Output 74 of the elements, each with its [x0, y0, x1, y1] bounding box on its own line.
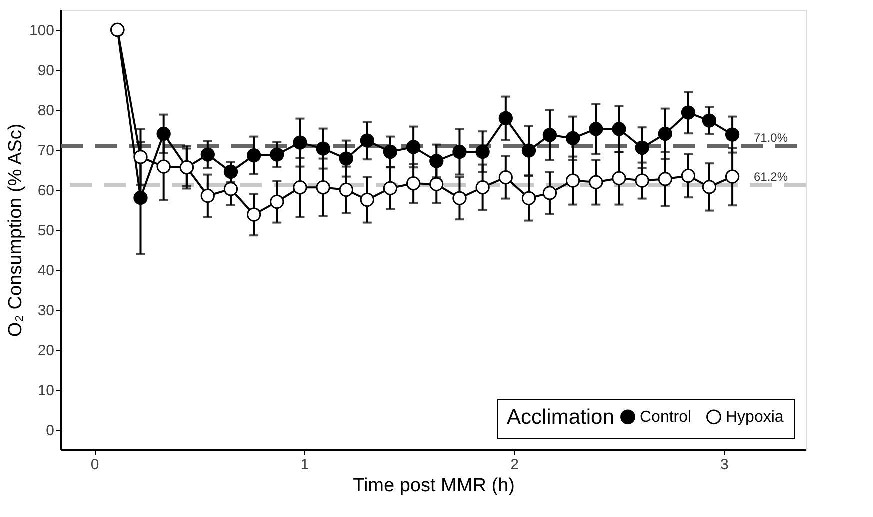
point [476, 180, 490, 195]
point [702, 180, 717, 194]
point [224, 164, 238, 180]
y-tick-label: 90 [38, 62, 54, 80]
point [134, 190, 148, 206]
point [224, 182, 238, 196]
point [612, 171, 626, 186]
point [658, 172, 672, 186]
y-tick-label: 80 [38, 102, 54, 120]
x-tick-label: 0 [90, 456, 100, 474]
point [635, 140, 650, 156]
point [246, 148, 262, 163]
point [430, 177, 444, 192]
point [725, 170, 740, 184]
y-tick-label: 10 [38, 382, 54, 400]
point [681, 168, 696, 184]
point [589, 175, 604, 190]
ref-line-label: 61.2% [754, 170, 788, 184]
point [566, 174, 580, 188]
point [293, 136, 308, 150]
point [339, 152, 354, 166]
point [316, 142, 330, 156]
point [200, 148, 215, 162]
x-tick-label: 1 [300, 456, 310, 474]
point [360, 134, 374, 148]
point [702, 114, 717, 128]
point [566, 131, 580, 146]
y-tick-label: 40 [38, 262, 54, 280]
point [134, 150, 148, 164]
point [293, 180, 308, 195]
y-tick-label: 100 [29, 22, 54, 40]
legend-label: Hypoxia [726, 409, 784, 426]
point [383, 181, 398, 196]
y-tick-label: 50 [38, 222, 54, 240]
point [200, 188, 215, 204]
point [522, 191, 536, 206]
point [406, 140, 421, 154]
point [498, 170, 513, 185]
y-axis-title: O₂ Consumption (% ASc) [5, 124, 26, 338]
point [270, 194, 284, 210]
y-tick-label: 0 [46, 422, 54, 440]
point [246, 208, 262, 222]
point [612, 122, 626, 136]
point [339, 182, 354, 198]
point [635, 174, 650, 188]
point [430, 154, 444, 168]
point [542, 186, 558, 200]
y-tick-label: 30 [38, 302, 54, 320]
point [383, 144, 398, 160]
x-tick-label: 3 [720, 456, 729, 474]
x-axis-title: Time post MMR (h) [353, 476, 515, 496]
point [406, 176, 421, 191]
point [476, 144, 490, 160]
point [681, 106, 696, 120]
point [270, 148, 284, 162]
y-tick-label: 20 [38, 342, 54, 360]
point [658, 126, 672, 142]
point [498, 111, 513, 126]
point [316, 180, 330, 195]
point [725, 128, 740, 142]
point [156, 126, 171, 142]
point [542, 128, 558, 142]
legend-label: Control [640, 409, 692, 426]
point [452, 144, 467, 160]
y-tick-label: 70 [38, 142, 54, 160]
ref-line-label: 71.0% [754, 131, 788, 145]
point [156, 160, 171, 174]
point [360, 192, 374, 208]
point [452, 191, 467, 206]
point [522, 144, 536, 158]
y-tick-label: 60 [38, 182, 54, 200]
point [589, 122, 604, 136]
x-tick-label: 2 [510, 456, 519, 474]
legend-title: Acclimation [507, 406, 614, 429]
